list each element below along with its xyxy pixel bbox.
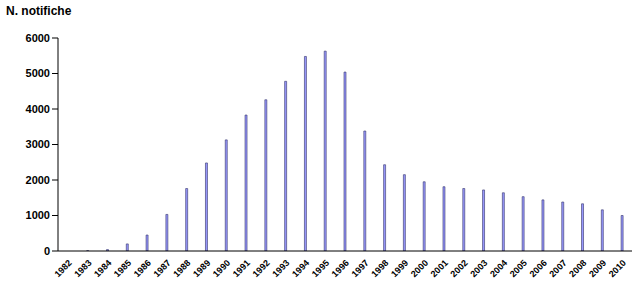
svg-text:2000: 2000 [26, 174, 50, 186]
svg-text:1991: 1991 [231, 258, 252, 279]
svg-text:1988: 1988 [171, 258, 192, 279]
svg-text:2006: 2006 [528, 258, 549, 279]
svg-text:1982: 1982 [53, 258, 74, 279]
html-text:N. notifiche: N. notifiche [6, 4, 72, 18]
svg-text:1989: 1989 [191, 258, 212, 279]
svg-text:1983: 1983 [72, 258, 93, 279]
svg-text:1998: 1998 [369, 258, 390, 279]
svg-text:4000: 4000 [26, 103, 50, 115]
svg-text:1999: 1999 [389, 258, 410, 279]
svg-text:1986: 1986 [132, 258, 153, 279]
svg-text:2000: 2000 [409, 258, 430, 279]
svg-text:1987: 1987 [152, 258, 173, 279]
svg-text:1995: 1995 [310, 258, 331, 279]
svg-text:1990: 1990 [211, 258, 232, 279]
svg-text:3000: 3000 [26, 138, 50, 150]
svg-text:2010: 2010 [607, 258, 628, 279]
svg-text:0: 0 [44, 245, 50, 257]
svg-text:5000: 5000 [26, 67, 50, 79]
svg-text:2008: 2008 [567, 258, 588, 279]
svg-text:2005: 2005 [508, 258, 529, 279]
svg-text:1994: 1994 [290, 258, 311, 279]
svg-text:2007: 2007 [547, 258, 568, 279]
svg-text:2004: 2004 [488, 258, 509, 279]
svg-text:1993: 1993 [270, 258, 291, 279]
svg-text:6000: 6000 [26, 32, 50, 44]
svg-text:2002: 2002 [448, 258, 469, 279]
svg-text:1996: 1996 [330, 258, 351, 279]
svg-text:2003: 2003 [468, 258, 489, 279]
svg-text:1985: 1985 [112, 258, 133, 279]
svg-text:1000: 1000 [26, 209, 50, 221]
svg-text:2009: 2009 [587, 258, 608, 279]
svg-text:1984: 1984 [92, 258, 113, 279]
svg-text:2001: 2001 [429, 258, 450, 279]
svg-text:1997: 1997 [349, 258, 370, 279]
svg-text:1992: 1992 [251, 258, 272, 279]
